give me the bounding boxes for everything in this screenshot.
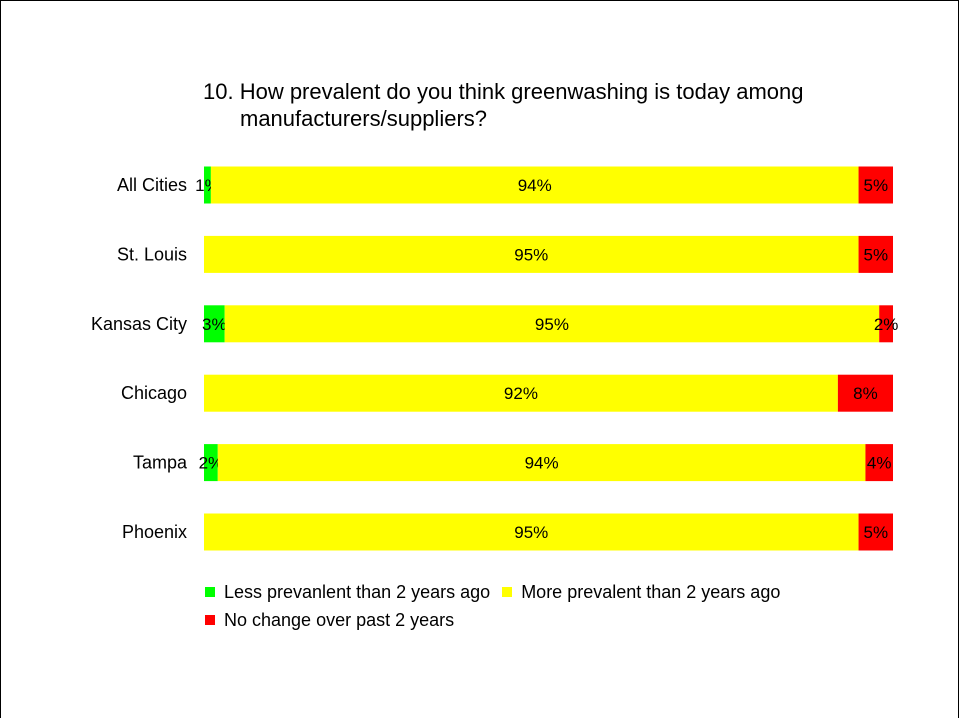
bar-more-phoenix	[204, 513, 859, 551]
data-label-more-all-cities: 94%	[518, 176, 552, 195]
data-label-no-change-chicago: 8%	[853, 384, 878, 403]
bar-no-change-kansas-city	[879, 305, 893, 343]
data-label-more-tampa: 94%	[525, 454, 559, 473]
bar-more-all-cities	[210, 166, 859, 204]
category-label-all-cities: All Cities	[117, 175, 187, 195]
bar-less-kansas-city	[204, 305, 225, 343]
category-label-st-louis: St. Louis	[117, 244, 187, 264]
legend-item-less: Less prevanlent than 2 years ago	[205, 582, 490, 603]
bar-less-tampa	[204, 444, 218, 482]
category-label-tampa: Tampa	[133, 453, 188, 473]
bar-no-change-st-louis	[858, 235, 893, 273]
legend-label-more: More prevalent than 2 years ago	[521, 581, 781, 602]
legend-label-less: Less prevanlent than 2 years ago	[224, 581, 491, 602]
data-label-more-st-louis: 95%	[514, 245, 548, 264]
legend-swatch-more	[502, 587, 513, 597]
chart-title-line-1: 10. How prevalent do you think greenwash…	[203, 79, 804, 104]
data-label-more-kansas-city: 95%	[535, 315, 569, 334]
legend-item-no-change: No change over past 2 years	[205, 610, 454, 631]
legend-swatch-no-change	[205, 615, 215, 625]
legend-row-2: No change over past 2 years	[205, 606, 792, 634]
legend-label-no-change: No change over past 2 years	[224, 609, 455, 630]
bar-more-kansas-city	[224, 305, 880, 343]
chart-title-line-2: manufacturers/suppliers?	[240, 106, 488, 131]
data-label-no-change-phoenix: 5%	[863, 523, 888, 542]
data-label-no-change-tampa: 4%	[867, 454, 892, 473]
bar-less-all-cities	[204, 166, 211, 204]
category-label-kansas-city: Kansas City	[91, 314, 187, 334]
legend: Less prevanlent than 2 years ago More pr…	[205, 578, 792, 634]
bar-more-st-louis	[204, 235, 859, 273]
data-label-no-change-all-cities: 5%	[863, 176, 888, 195]
data-label-more-chicago: 92%	[504, 384, 538, 403]
bar-more-tampa	[217, 444, 866, 482]
legend-swatch-less	[205, 587, 215, 597]
bar-no-change-tampa	[865, 444, 893, 482]
bar-no-change-all-cities	[858, 166, 893, 204]
data-label-no-change-kansas-city: 2%	[874, 315, 899, 334]
bar-more-chicago	[204, 374, 838, 412]
category-label-phoenix: Phoenix	[122, 522, 187, 542]
data-label-less-tampa: 2%	[199, 454, 224, 473]
chart-title: 10. How prevalent do you think greenwash…	[203, 78, 903, 132]
legend-item-more: More prevalent than 2 years ago	[502, 582, 780, 603]
data-label-more-phoenix: 95%	[514, 523, 548, 542]
data-label-no-change-st-louis: 5%	[863, 245, 888, 264]
category-label-chicago: Chicago	[121, 383, 187, 403]
bar-no-change-phoenix	[858, 513, 893, 551]
bar-no-change-chicago	[837, 374, 893, 412]
data-label-less-kansas-city: 3%	[202, 315, 227, 334]
legend-row-1: Less prevanlent than 2 years ago More pr…	[205, 578, 792, 606]
